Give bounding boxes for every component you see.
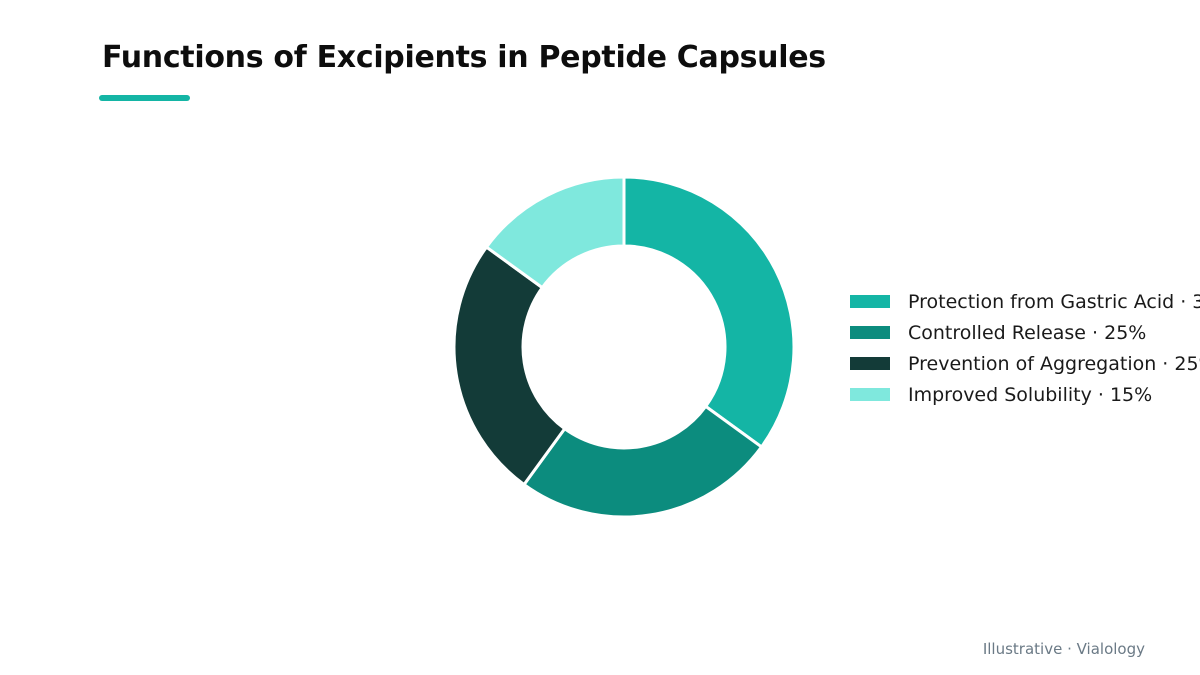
legend: Protection from Gastric Acid · 35% Contr… — [850, 286, 1200, 410]
donut-slice-controlled-release — [522, 404, 764, 519]
chart-title: Functions of Excipients in Peptide Capsu… — [102, 40, 826, 75]
legend-swatch — [850, 388, 890, 401]
legend-swatch — [850, 295, 890, 308]
legend-label: Protection from Gastric Acid · 35% — [908, 290, 1200, 313]
source-credit: Illustrative · Vialology — [982, 640, 1145, 658]
donut-slice-prevention-of-aggregation — [452, 245, 567, 487]
legend-item-improved-solubility: Improved Solubility · 15% — [850, 379, 1200, 410]
title-underline — [99, 95, 190, 101]
donut-slice-protection-from-gastric-acid — [622, 175, 796, 449]
donut-slice-improved-solubility — [484, 175, 626, 290]
legend-label: Prevention of Aggregation · 25% — [908, 352, 1200, 375]
legend-swatch — [850, 357, 890, 370]
legend-label: Controlled Release · 25% — [908, 321, 1147, 344]
legend-item-controlled-release: Controlled Release · 25% — [850, 317, 1200, 348]
legend-swatch — [850, 326, 890, 339]
legend-label: Improved Solubility · 15% — [908, 383, 1153, 406]
legend-item-prevention-of-aggregation: Prevention of Aggregation · 25% — [850, 348, 1200, 379]
legend-item-protection-from-gastric-acid: Protection from Gastric Acid · 35% — [850, 286, 1200, 317]
